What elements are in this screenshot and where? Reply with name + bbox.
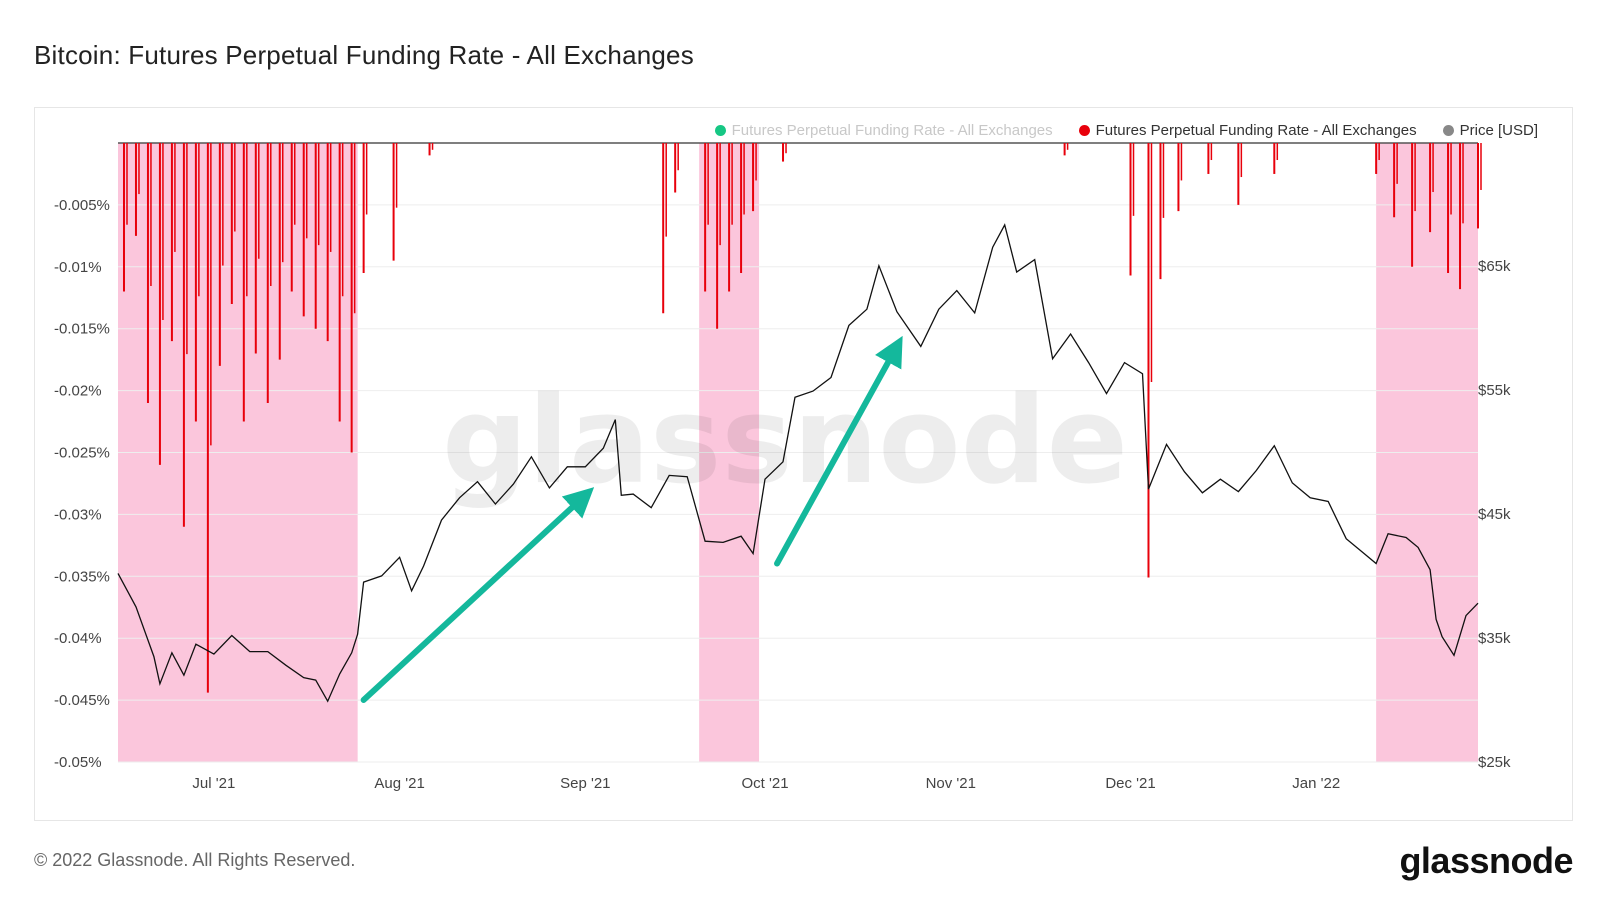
left-tick-label: -0.05%	[54, 754, 102, 771]
x-tick-label: Jul '21	[192, 775, 235, 792]
legend-label: Futures Perpetual Funding Rate - All Exc…	[1095, 122, 1417, 139]
right-tick-label: $35k	[1478, 630, 1511, 647]
left-tick-label: -0.035%	[54, 568, 110, 585]
chart-title: Bitcoin: Futures Perpetual Funding Rate …	[34, 40, 694, 70]
left-tick-label: -0.02%	[54, 383, 102, 400]
glassnode-logo: glassnode	[1399, 840, 1573, 881]
legend-item-price[interactable]: Price [USD]	[1442, 122, 1538, 139]
left-tick-label: -0.04%	[54, 630, 102, 647]
legend-dot-red	[1078, 125, 1090, 136]
legend-label: Price [USD]	[1459, 122, 1538, 139]
x-tick-label: Sep '21	[560, 775, 610, 792]
trend-arrow-1	[774, 335, 903, 567]
price-line	[117, 223, 1479, 703]
chart-frame	[34, 107, 1573, 821]
legend-dot-green	[714, 125, 726, 136]
legend-dot-gray	[1442, 125, 1454, 136]
right-tick-label: $55k	[1478, 382, 1511, 399]
right-tick-label: $65k	[1478, 258, 1511, 275]
left-tick-label: -0.015%	[54, 321, 110, 338]
left-tick-label: -0.025%	[54, 445, 110, 462]
watermark: glassnode	[442, 372, 1128, 511]
x-tick-label: Jan '22	[1292, 775, 1340, 792]
left-tick-label: -0.005%	[54, 197, 110, 214]
legend-item-funding-green[interactable]: Futures Perpetual Funding Rate - All Exc…	[714, 122, 1053, 139]
x-tick-label: Dec '21	[1105, 775, 1155, 792]
trend-arrow-0	[360, 487, 595, 703]
left-tick-label: -0.01%	[54, 259, 102, 276]
left-tick-label: -0.045%	[54, 692, 110, 709]
right-tick-label: $45k	[1478, 506, 1511, 523]
funding-series	[122, 143, 1482, 693]
right-tick-label: $25k	[1478, 754, 1511, 771]
x-tick-label: Aug '21	[374, 775, 424, 792]
legend-label: Futures Perpetual Funding Rate - All Exc…	[731, 122, 1053, 139]
chart-legend: Futures Perpetual Funding Rate - All Exc…	[714, 122, 1538, 139]
left-tick-label: -0.03%	[54, 506, 102, 523]
x-tick-label: Oct '21	[742, 775, 789, 792]
x-tick-label: Nov '21	[926, 775, 976, 792]
copyright-text: © 2022 Glassnode. All Rights Reserved.	[34, 850, 356, 870]
legend-item-funding-red[interactable]: Futures Perpetual Funding Rate - All Exc…	[1078, 122, 1417, 139]
